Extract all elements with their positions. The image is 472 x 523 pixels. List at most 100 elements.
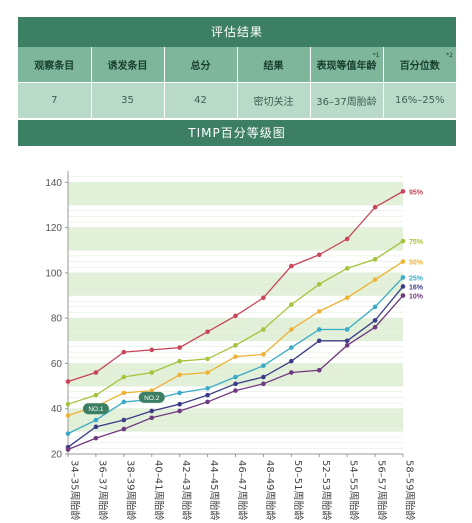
result-table: 观察条目 诱发条目 总分 结果 表现等值年龄 *1 百分位数 *2 7 35 42 … — [18, 47, 456, 118]
data-point — [65, 413, 71, 418]
data-point — [177, 401, 182, 407]
data-point — [205, 329, 210, 335]
percentile-chart: 20 40 60 80 100 120 140 34–35周胎龄 36–37周胎龄 38–39周胎… — [45, 171, 424, 520]
annotation: NO.2 — [138, 391, 165, 403]
series-label: 50% — [409, 260, 424, 267]
data-point — [289, 370, 294, 375]
annotation-label: NO.1 — [88, 406, 104, 413]
data-point — [205, 399, 210, 405]
data-point — [372, 304, 378, 310]
data-point — [289, 345, 294, 350]
x-tick-label: 56–57周胎龄 — [376, 460, 389, 520]
data-point — [400, 259, 406, 264]
series-label: 95% — [409, 189, 424, 196]
data-point — [205, 370, 210, 375]
series-75pct: 75% — [65, 238, 424, 407]
x-tick-label: 50–51周胎龄 — [292, 460, 305, 520]
data-point — [344, 327, 350, 332]
value-equivalent-age: 36–37周胎龄 — [310, 82, 384, 118]
data-point — [177, 390, 182, 396]
data-point — [316, 309, 322, 314]
data-point — [344, 266, 350, 271]
x-tick-label: 38–39周胎龄 — [124, 460, 137, 520]
annotation-label: NO.2 — [144, 395, 160, 402]
data-point — [261, 352, 266, 357]
data-point — [93, 370, 99, 375]
series-label: 16% — [409, 284, 424, 291]
series-label: 75% — [409, 239, 424, 246]
x-tick-label: 46–47周胎龄 — [236, 460, 249, 520]
x-tick-label: 34–35周胎龄 — [69, 460, 82, 520]
data-point — [400, 189, 406, 194]
x-tick-label: 54–55周胎龄 — [348, 460, 361, 520]
value-elicited: 35 — [91, 82, 165, 118]
data-point — [177, 358, 182, 364]
result-header-row: 观察条目 诱发条目 总分 结果 表现等值年龄 *1 百分位数 *2 — [18, 47, 456, 83]
data-point — [121, 374, 127, 380]
data-point — [344, 236, 350, 242]
data-point — [261, 381, 266, 387]
data-point — [289, 263, 294, 269]
data-point — [316, 367, 322, 373]
series-label: 25% — [409, 275, 424, 282]
x-tick-label: 42–43周胎龄 — [180, 460, 193, 520]
x-tick-label: 48–49周胎龄 — [264, 460, 277, 520]
data-point — [400, 238, 406, 244]
data-point — [205, 386, 210, 391]
x-tick-label: 58–59周胎龄 — [404, 460, 417, 520]
data-point — [233, 313, 238, 319]
header-observed: 观察条目 — [18, 47, 92, 83]
data-point — [149, 388, 155, 393]
result-value-row: 7 35 42 密切关注 36–37周胎龄 16%–25% — [18, 82, 456, 118]
data-point — [233, 374, 238, 380]
data-point — [205, 392, 210, 398]
x-tick-label: 52–53周胎龄 — [320, 460, 333, 520]
data-point — [65, 431, 71, 436]
data-point — [93, 435, 99, 441]
data-point — [177, 372, 182, 378]
y-tick-label: 40 — [51, 404, 63, 415]
x-tick-label: 36–37周胎龄 — [96, 460, 109, 520]
data-point — [233, 388, 238, 393]
series-50pct: 50% — [65, 259, 424, 418]
data-point — [93, 424, 99, 430]
value-observed: 7 — [18, 82, 92, 118]
data-point — [316, 281, 322, 287]
data-point — [316, 252, 322, 258]
result-title: 评估结果 — [18, 17, 456, 47]
annotation-bubble — [82, 403, 109, 415]
data-point — [121, 426, 127, 432]
data-point — [289, 358, 294, 364]
data-point — [261, 295, 266, 301]
y-tick-label: 20 — [51, 450, 63, 461]
data-point — [316, 338, 322, 344]
data-point — [344, 295, 350, 301]
y-tick-label: 80 — [51, 314, 63, 325]
data-point — [289, 327, 294, 332]
data-point — [65, 401, 71, 407]
series-25pct: 25% — [65, 275, 424, 436]
value-percentile: 16%–25% — [383, 82, 456, 118]
footnote-marker: *1 — [372, 52, 380, 59]
data-point — [372, 324, 378, 330]
series-10pct: 10% — [65, 293, 424, 452]
data-point — [316, 327, 322, 332]
data-point — [261, 327, 266, 332]
data-point — [400, 275, 406, 280]
data-point — [121, 390, 127, 396]
data-point — [121, 399, 127, 405]
y-tick-label: 60 — [51, 359, 63, 370]
data-point — [233, 354, 238, 359]
header-elicited: 诱发条目 — [91, 47, 165, 83]
series-label: 10% — [409, 294, 424, 301]
data-point — [372, 256, 378, 262]
data-point — [149, 415, 155, 421]
data-point — [65, 447, 71, 452]
data-point — [261, 374, 266, 380]
data-point — [177, 408, 182, 414]
series-95pct: 95% — [65, 189, 424, 384]
value-total: 42 — [164, 82, 238, 118]
data-point — [372, 204, 378, 210]
data-point — [344, 343, 350, 348]
data-point — [205, 356, 210, 362]
